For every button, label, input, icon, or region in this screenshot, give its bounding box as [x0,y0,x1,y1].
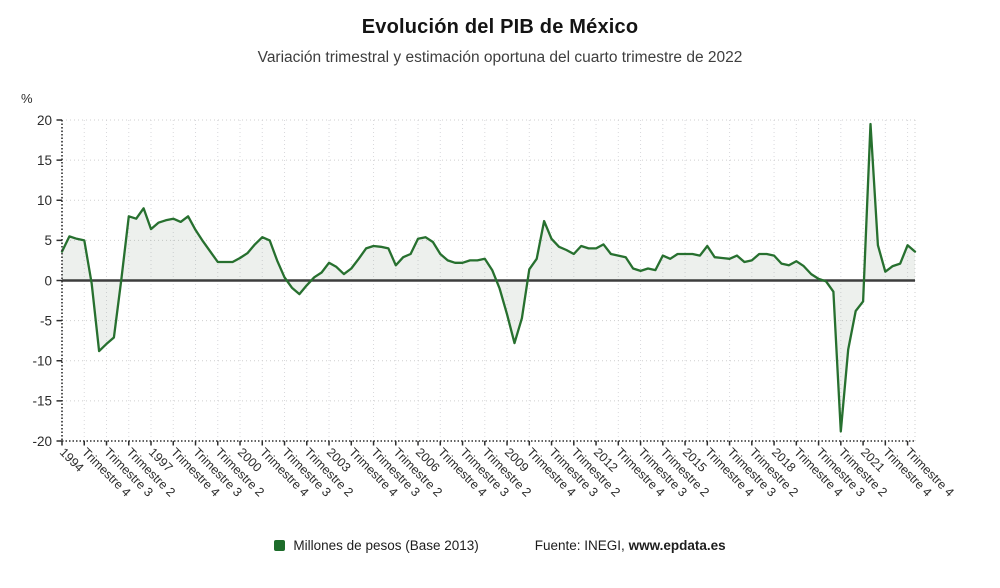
legend-row: Millones de pesos (Base 2013) Fuente: IN… [0,538,1000,553]
svg-text:20: 20 [37,113,52,128]
svg-text:-10: -10 [32,354,52,369]
chart-title: Evolución del PIB de México [361,16,639,38]
svg-text:-15: -15 [32,394,52,409]
source-site: www.epdata.es [628,538,726,553]
legend-series-label: Millones de pesos (Base 2013) [293,538,479,553]
svg-text:-20: -20 [32,434,52,449]
svg-text:1994: 1994 [57,445,87,475]
y-axis-unit-label: % [21,91,33,106]
legend-item-series[interactable]: Millones de pesos (Base 2013) [274,538,479,553]
svg-text:-5: -5 [40,313,52,328]
svg-text:10: 10 [37,193,52,208]
svg-text:15: 15 [37,153,52,168]
source-prefix: Fuente: INEGI, [534,538,629,553]
chart-subtitle: Variación trimestral y estimación oportu… [257,49,743,66]
source-note: Fuente: INEGI, www.epdata.es [535,538,726,553]
svg-text:5: 5 [44,233,52,248]
svg-text:0: 0 [44,273,52,288]
legend-marker-icon [274,540,286,551]
